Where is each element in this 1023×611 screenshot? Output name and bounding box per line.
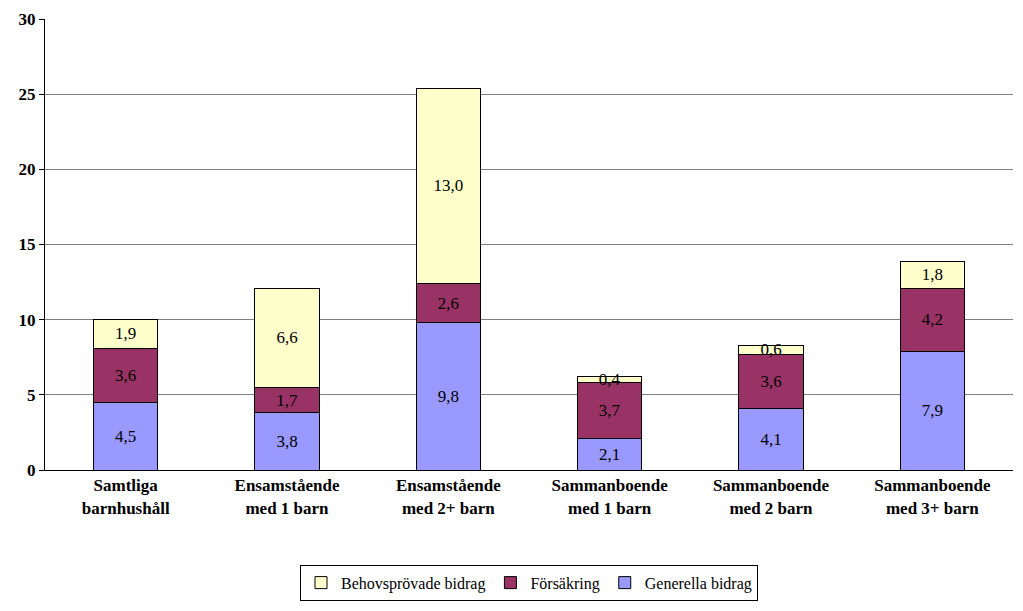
svg-text:9,8: 9,8 [438,387,459,406]
svg-text:0,6: 0,6 [760,340,781,359]
svg-text:Sammanboendemed 1 barn: Sammanboendemed 1 barn [552,476,669,517]
svg-text:2,6: 2,6 [438,294,459,313]
svg-text:Ensamståendemed 1 barn: Ensamståendemed 1 barn [235,476,340,517]
svg-text:Ensamståendemed 2+ barn: Ensamståendemed 2+ barn [396,476,501,517]
svg-text:Behovsprövade bidrag: Behovsprövade bidrag [341,575,485,593]
svg-text:13,0: 13,0 [433,176,463,195]
svg-text:10: 10 [19,311,36,330]
svg-text:4,1: 4,1 [760,430,781,449]
svg-text:20: 20 [19,160,36,179]
svg-text:1,7: 1,7 [276,391,298,410]
svg-text:Generella bidrag: Generella bidrag [645,575,752,593]
svg-text:6,6: 6,6 [276,328,297,347]
svg-text:4,5: 4,5 [115,427,136,446]
svg-text:1,8: 1,8 [922,265,943,284]
svg-text:3,6: 3,6 [760,372,781,391]
svg-text:25: 25 [19,85,36,104]
svg-text:2,1: 2,1 [599,445,620,464]
svg-text:Försäkring: Försäkring [530,575,599,593]
svg-text:0,4: 0,4 [599,370,621,389]
svg-text:4,2: 4,2 [922,310,943,329]
svg-text:Sammanboendemed 2 barn: Sammanboendemed 2 barn [713,476,830,517]
svg-text:15: 15 [19,235,36,254]
svg-text:5: 5 [27,386,36,405]
svg-text:30: 30 [19,10,36,29]
svg-text:Sammanboendemed 3+ barn: Sammanboendemed 3+ barn [874,476,991,517]
svg-text:7,9: 7,9 [922,401,943,420]
svg-text:Samtligabarnhushåll: Samtligabarnhushåll [82,476,170,517]
svg-text:0: 0 [27,461,36,480]
svg-text:3,6: 3,6 [115,366,136,385]
svg-text:1,9: 1,9 [115,324,136,343]
svg-text:3,8: 3,8 [276,432,297,451]
svg-text:3,7: 3,7 [599,401,621,420]
